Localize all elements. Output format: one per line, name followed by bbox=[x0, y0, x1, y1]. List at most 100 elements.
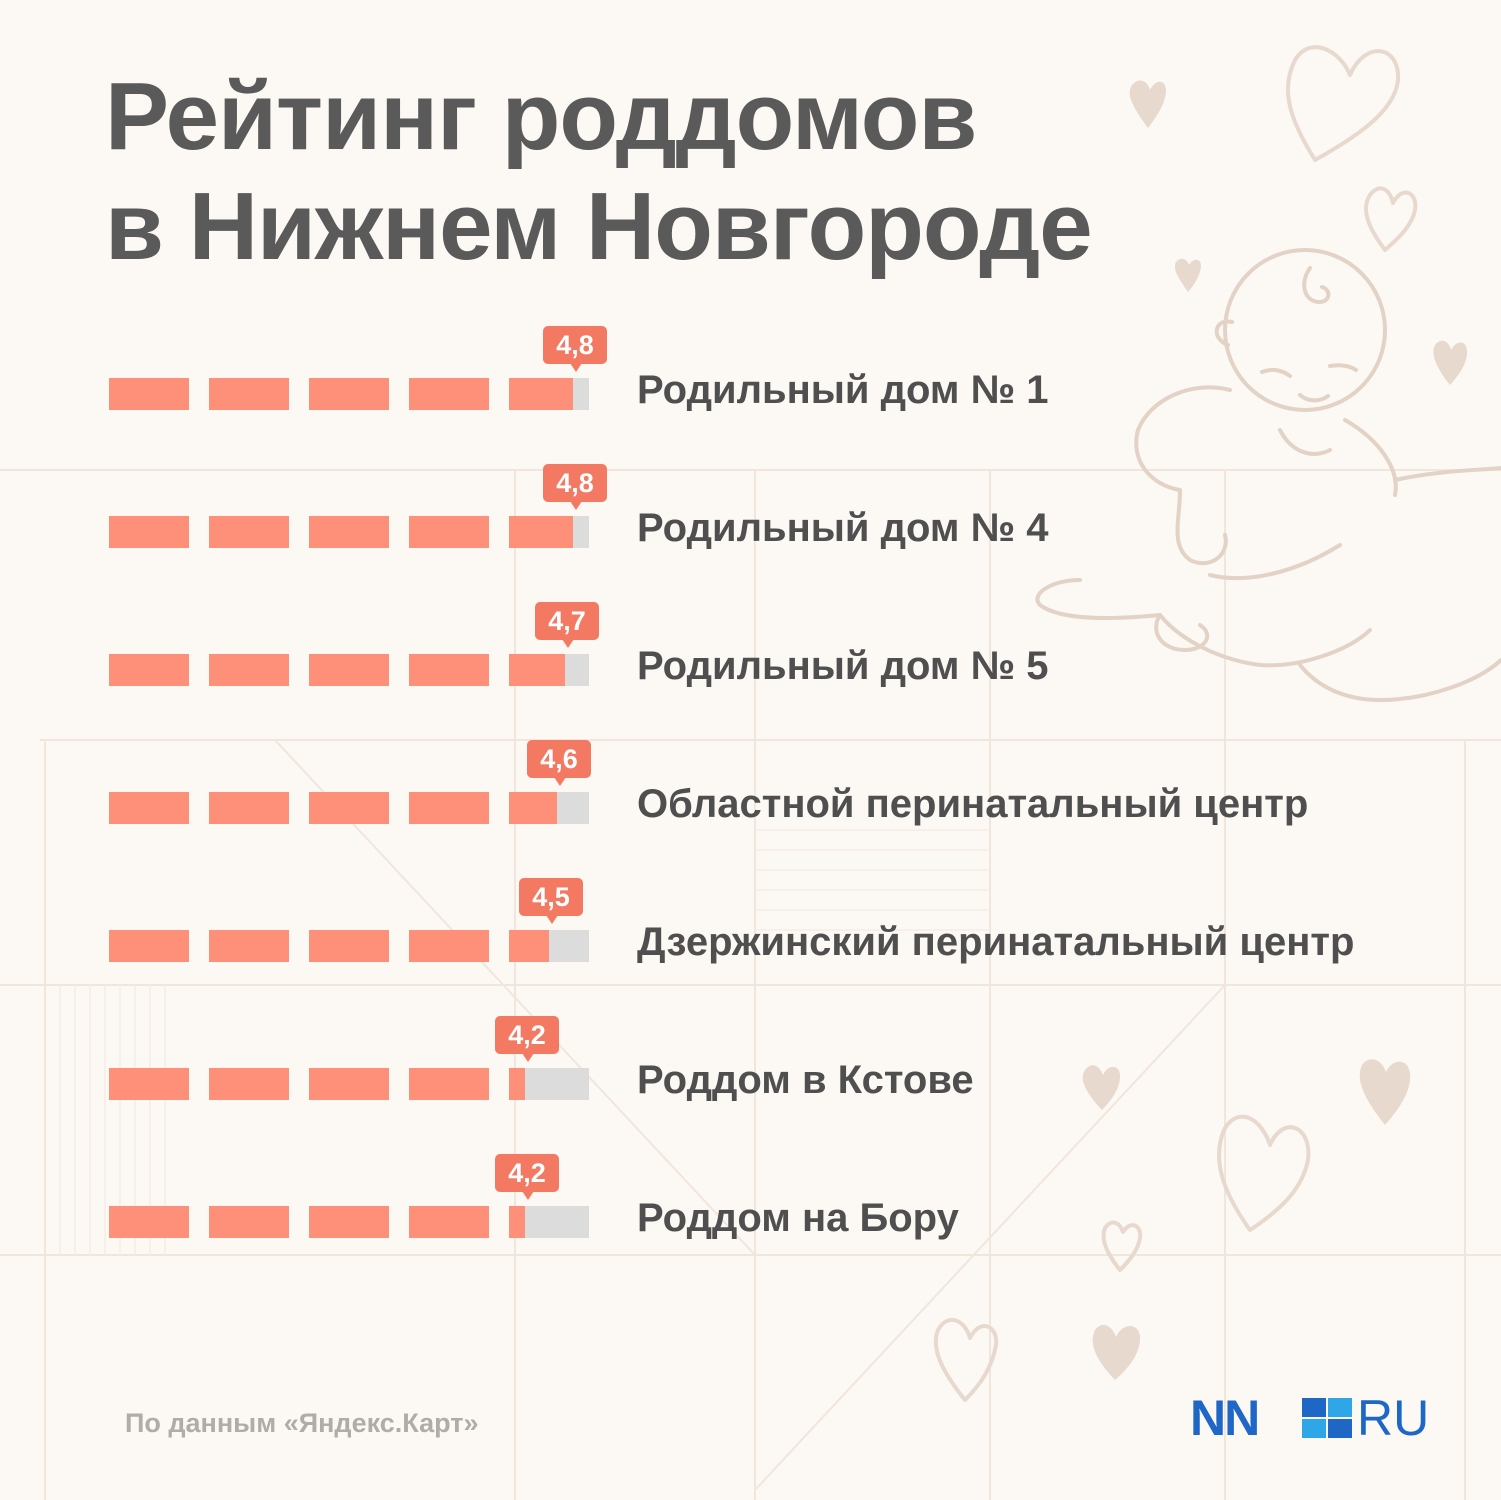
rating-bar-segment bbox=[509, 516, 589, 548]
rating-bar-fill bbox=[209, 792, 289, 824]
heart-icon bbox=[1174, 258, 1201, 292]
rating-bar-fill bbox=[309, 1068, 389, 1100]
rating-bar-fill bbox=[509, 1206, 525, 1238]
rating-bar-segment bbox=[309, 792, 389, 824]
rating-bar-segment bbox=[109, 930, 189, 962]
rating-bar-segment bbox=[509, 1068, 589, 1100]
rating-bar-fill bbox=[409, 1068, 489, 1100]
heart-icon bbox=[1433, 340, 1468, 385]
rating-bar bbox=[109, 654, 593, 686]
logo-text-right: RU bbox=[1357, 1390, 1430, 1446]
rating-bar bbox=[109, 1068, 593, 1100]
rating-bar-segment bbox=[409, 930, 489, 962]
rating-bar-fill bbox=[409, 1206, 489, 1238]
hospital-name: Дзержинский перинатальный центр bbox=[637, 920, 1355, 964]
rating-bar-segment bbox=[209, 516, 289, 548]
rating-bar-fill bbox=[109, 378, 189, 410]
hospital-name: Родильный дом № 1 bbox=[637, 368, 1049, 412]
rating-bar-segment bbox=[409, 654, 489, 686]
heart-icon bbox=[1082, 1065, 1120, 1110]
heart-icon bbox=[1217, 1114, 1311, 1232]
heart-icon bbox=[1364, 186, 1418, 252]
rating-bar-segment bbox=[409, 516, 489, 548]
rating-bar-segment bbox=[509, 792, 589, 824]
rating-bar bbox=[109, 792, 593, 824]
logo-text-left: NN bbox=[1190, 1390, 1260, 1446]
rating-bar-segment bbox=[409, 378, 489, 410]
rating-bar-segment bbox=[209, 1068, 289, 1100]
rating-value-badge: 4,8 bbox=[543, 464, 607, 510]
rating-bar-fill bbox=[209, 930, 289, 962]
rating-bar-fill bbox=[509, 792, 557, 824]
rating-bar-fill bbox=[309, 930, 389, 962]
rating-row: 4,7 Родильный дом № 5 bbox=[0, 602, 1501, 706]
heart-icon bbox=[1286, 45, 1401, 162]
rating-bar-segment bbox=[309, 1206, 389, 1238]
source-note: По данным «Яндекс.Карт» bbox=[125, 1408, 479, 1438]
rating-bar-fill bbox=[109, 1206, 189, 1238]
rating-row: 4,6 Областной перинатальный центр bbox=[0, 740, 1501, 844]
hospital-name: Роддом на Бору bbox=[637, 1196, 959, 1240]
nn-ru-logo[interactable]: NN RU bbox=[1190, 1391, 1430, 1445]
rating-bar-fill bbox=[209, 1206, 289, 1238]
rating-bar-fill bbox=[409, 792, 489, 824]
rating-bar-segment bbox=[109, 792, 189, 824]
rating-bar-segment bbox=[409, 792, 489, 824]
rating-bar-segment bbox=[509, 654, 589, 686]
heart-icon bbox=[1092, 1324, 1141, 1380]
rating-bar-segment bbox=[109, 516, 189, 548]
rating-bar-segment bbox=[509, 1206, 589, 1238]
rating-bar-segment bbox=[209, 930, 289, 962]
rating-bar-segment bbox=[309, 516, 389, 548]
heart-icon bbox=[1129, 80, 1166, 128]
rating-bar-fill bbox=[309, 1206, 389, 1238]
rating-bar-fill bbox=[109, 654, 189, 686]
rating-value-badge: 4,5 bbox=[519, 878, 583, 924]
rating-bar bbox=[109, 378, 593, 410]
rating-bar-fill bbox=[509, 516, 573, 548]
rating-bar-segment bbox=[309, 1068, 389, 1100]
rating-bar-segment bbox=[109, 654, 189, 686]
rating-value-badge: 4,7 bbox=[535, 602, 599, 648]
chart-title: Рейтинг роддомов в Нижнем Новгороде bbox=[105, 62, 1093, 282]
heart-icon bbox=[1101, 1220, 1143, 1272]
rating-value-badge: 4,2 bbox=[495, 1016, 559, 1062]
rating-row: 4,8 Родильный дом № 1 bbox=[0, 326, 1501, 430]
rating-bar-fill bbox=[409, 654, 489, 686]
rating-bar-segment bbox=[509, 930, 589, 962]
hospital-name: Роддом в Кстове bbox=[637, 1058, 974, 1102]
rating-bar-fill bbox=[209, 516, 289, 548]
rating-row: 4,5 Дзержинский перинатальный центр bbox=[0, 878, 1501, 982]
logo-square-icon bbox=[1302, 1398, 1354, 1440]
rating-bar-fill bbox=[409, 516, 489, 548]
rating-bar-fill bbox=[109, 1068, 189, 1100]
title-line-2: в Нижнем Новгороде bbox=[105, 173, 1093, 280]
rating-bar bbox=[109, 516, 593, 548]
rating-bar-segment bbox=[109, 378, 189, 410]
rating-bar bbox=[109, 1206, 593, 1238]
rating-bar bbox=[109, 930, 593, 962]
rating-bar-segment bbox=[309, 378, 389, 410]
rating-bar-segment bbox=[209, 1206, 289, 1238]
rating-bar-segment bbox=[509, 378, 589, 410]
hospital-name: Родильный дом № 4 bbox=[637, 506, 1049, 550]
rating-value-badge: 4,8 bbox=[543, 326, 607, 372]
heart-icon bbox=[1359, 1059, 1411, 1125]
rating-row: 4,2 Роддом в Кстове bbox=[0, 1016, 1501, 1120]
rating-bar-fill bbox=[509, 654, 565, 686]
rating-bar-segment bbox=[109, 1206, 189, 1238]
rating-row: 4,2 Роддом на Бору bbox=[0, 1154, 1501, 1258]
rating-bar-fill bbox=[209, 378, 289, 410]
rating-bar-segment bbox=[209, 792, 289, 824]
rating-bar-segment bbox=[209, 654, 289, 686]
rating-row: 4,8 Родильный дом № 4 bbox=[0, 464, 1501, 568]
rating-bar-fill bbox=[309, 654, 389, 686]
rating-bar-fill bbox=[209, 654, 289, 686]
baby-in-hand-illustration bbox=[1035, 248, 1501, 702]
rating-value-badge: 4,6 bbox=[527, 740, 591, 786]
rating-bar-segment bbox=[309, 930, 389, 962]
rating-bar-fill bbox=[109, 792, 189, 824]
